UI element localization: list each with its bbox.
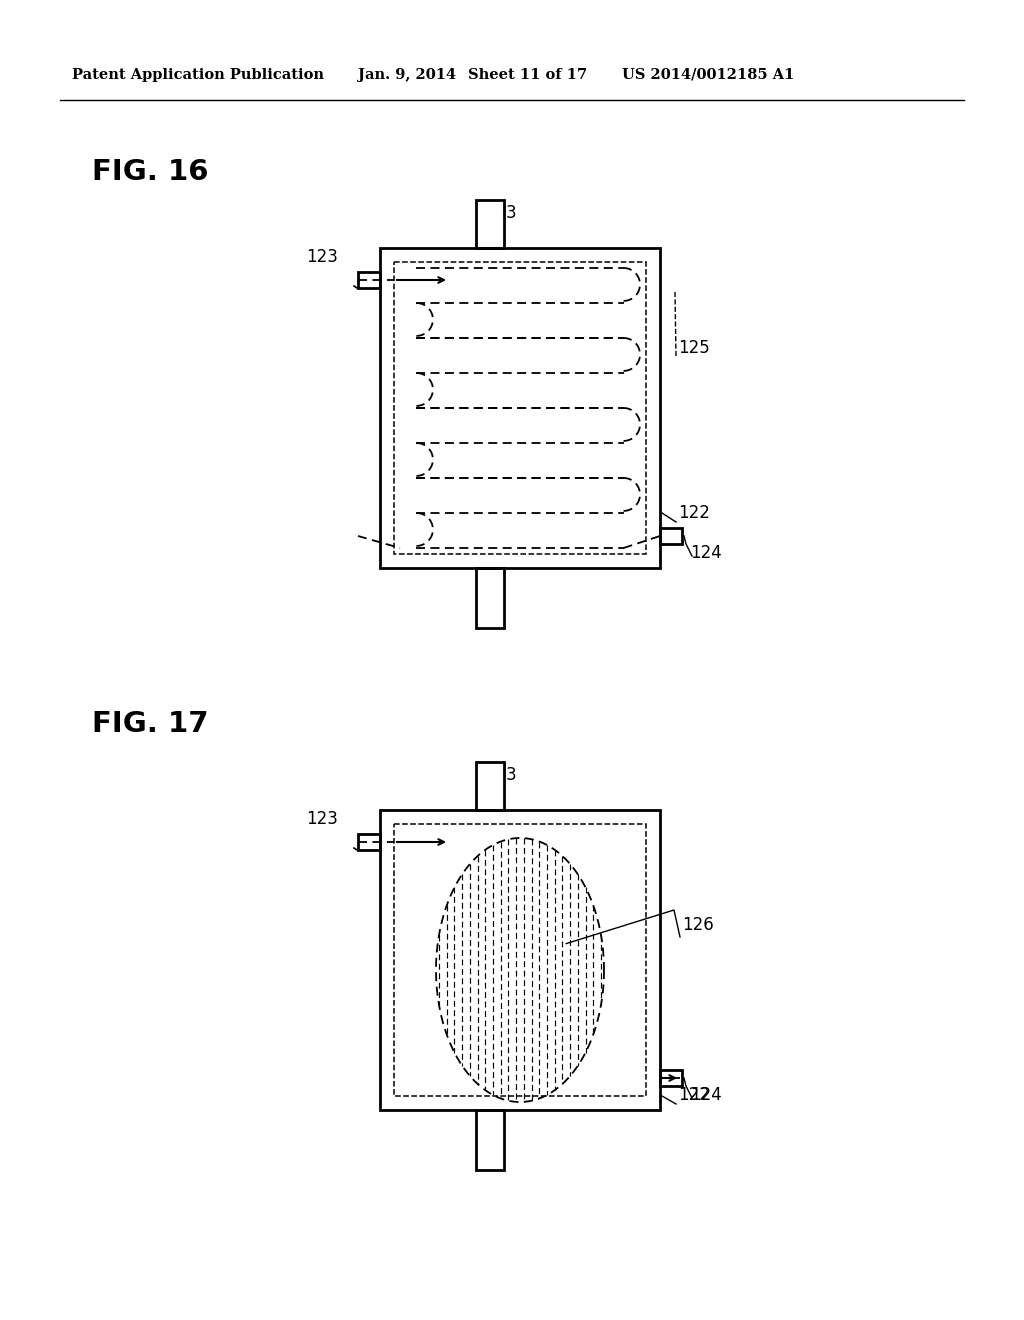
Bar: [476, 201, 504, 248]
Bar: [358, 834, 380, 850]
Text: 125: 125: [678, 339, 710, 356]
Bar: [660, 528, 682, 544]
Text: FIG. 17: FIG. 17: [92, 710, 209, 738]
Text: 122: 122: [678, 1086, 710, 1104]
Text: 122: 122: [678, 504, 710, 521]
Bar: [380, 810, 660, 1110]
Text: FIG. 16: FIG. 16: [92, 158, 209, 186]
Bar: [380, 248, 660, 568]
Bar: [394, 824, 646, 1096]
Text: 124: 124: [690, 1086, 722, 1104]
Text: US 2014/0012185 A1: US 2014/0012185 A1: [622, 69, 795, 82]
Text: 123: 123: [306, 248, 338, 267]
Text: 3: 3: [506, 766, 517, 784]
Text: Jan. 9, 2014: Jan. 9, 2014: [358, 69, 456, 82]
Text: Sheet 11 of 17: Sheet 11 of 17: [468, 69, 587, 82]
Bar: [476, 762, 504, 810]
Text: 3: 3: [506, 205, 517, 222]
Text: Patent Application Publication: Patent Application Publication: [72, 69, 324, 82]
Bar: [476, 568, 504, 628]
Bar: [358, 272, 380, 288]
Bar: [394, 261, 646, 554]
Text: 124: 124: [690, 544, 722, 562]
Bar: [660, 1071, 682, 1086]
Bar: [476, 1110, 504, 1170]
Text: 126: 126: [682, 916, 714, 935]
Text: 123: 123: [306, 810, 338, 828]
